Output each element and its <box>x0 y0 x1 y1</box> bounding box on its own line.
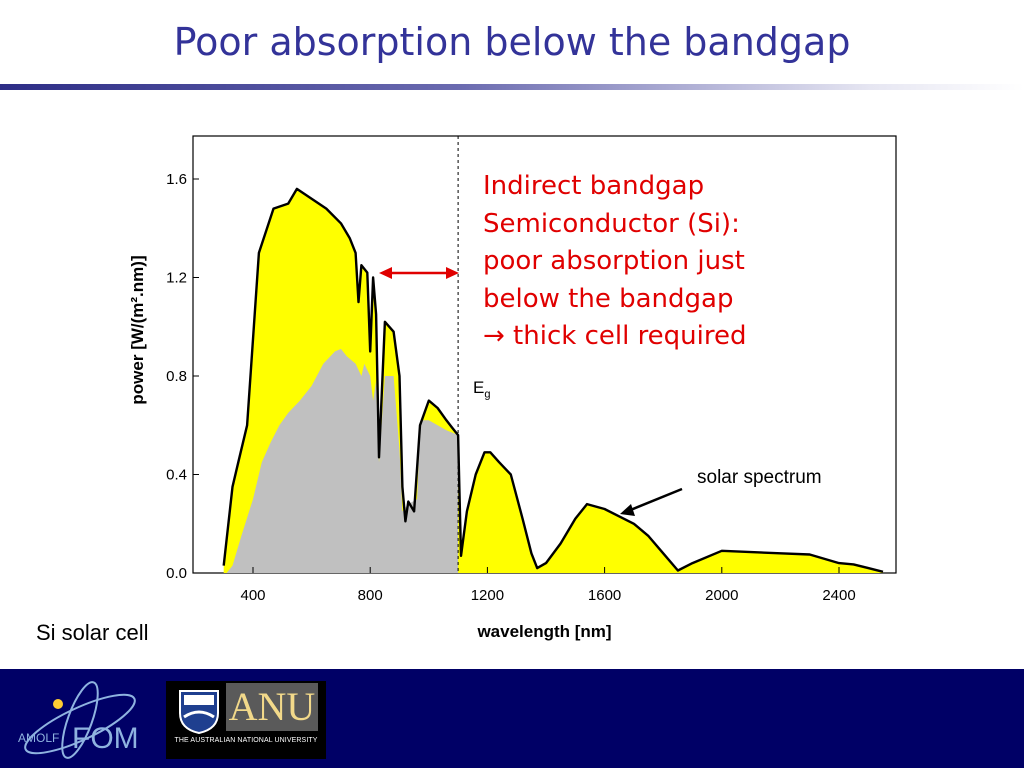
y-tick-label: 0.0 <box>166 565 187 582</box>
title-rule <box>0 84 1024 90</box>
bandgap-label: Eg <box>473 378 490 400</box>
y-axis-label: power [W/(m².nm)] <box>128 255 147 404</box>
solar-spectrum-line <box>222 187 884 573</box>
bandgap-label-sub: g <box>484 388 491 401</box>
slide-title: Poor absorption below the bandgap <box>173 20 851 64</box>
x-axis-label: wavelength [nm] <box>476 622 611 641</box>
x-tick-label: 1200 <box>471 587 504 604</box>
annotation-line: Semiconductor (Si): <box>483 208 740 239</box>
annotation-line: poor absorption just <box>483 246 745 276</box>
orbit-icon <box>24 693 136 755</box>
annotation-line: below the bandgap <box>483 283 734 314</box>
amolf-text: AMOLF <box>18 731 59 745</box>
footer-bar <box>0 669 1024 768</box>
x-tick-label: 2000 <box>705 587 738 604</box>
plot-layer: 400 800 1200 1600 2000 2400 0.0 0.4 0.8 1.2 1.6 wav… <box>128 135 897 641</box>
orbit-icon <box>61 681 99 759</box>
y-tick-label: 1.2 <box>166 270 187 287</box>
bandgap-label-main: E <box>473 378 485 397</box>
y-tick-label: 0.4 <box>166 467 187 484</box>
fom-logo: AMOLF FOM <box>18 681 139 759</box>
anu-wordmark: ANU <box>226 683 318 731</box>
y-tick-label: 1.6 <box>166 171 187 188</box>
solar-spectrum-label: solar spectrum <box>697 467 822 488</box>
spectrum-pointer-head <box>620 504 635 516</box>
absorbed-si-area <box>226 348 459 573</box>
anu-crest-icon <box>179 690 219 735</box>
x-tick-label: 400 <box>240 587 265 604</box>
annotation-box: Indirect bandgap Semiconductor (Si): poo… <box>483 168 747 356</box>
annotation-line: → thick cell required <box>483 321 747 351</box>
y-tick-label: 0.8 <box>166 368 187 385</box>
chart: 400 800 1200 1600 2000 2400 0.0 0.4 0.8 1.2 1.6 wav… <box>128 135 897 641</box>
fom-text: FOM <box>72 722 139 755</box>
x-tick-label: 800 <box>358 587 383 604</box>
red-arrow-head-left <box>379 267 392 279</box>
spectrum-pointer-shaft <box>627 487 683 513</box>
si-solar-cell-label: Si solar cell <box>36 620 149 645</box>
x-tick-label: 2400 <box>822 587 855 604</box>
x-tick-label: 1600 <box>588 587 621 604</box>
red-arrow-head-right <box>446 267 459 279</box>
annotation-line: Indirect bandgap <box>483 171 705 201</box>
anu-subtitle: THE AUSTRALIAN NATIONAL UNIVERSITY <box>174 737 318 744</box>
atom-dot-icon <box>53 699 63 709</box>
